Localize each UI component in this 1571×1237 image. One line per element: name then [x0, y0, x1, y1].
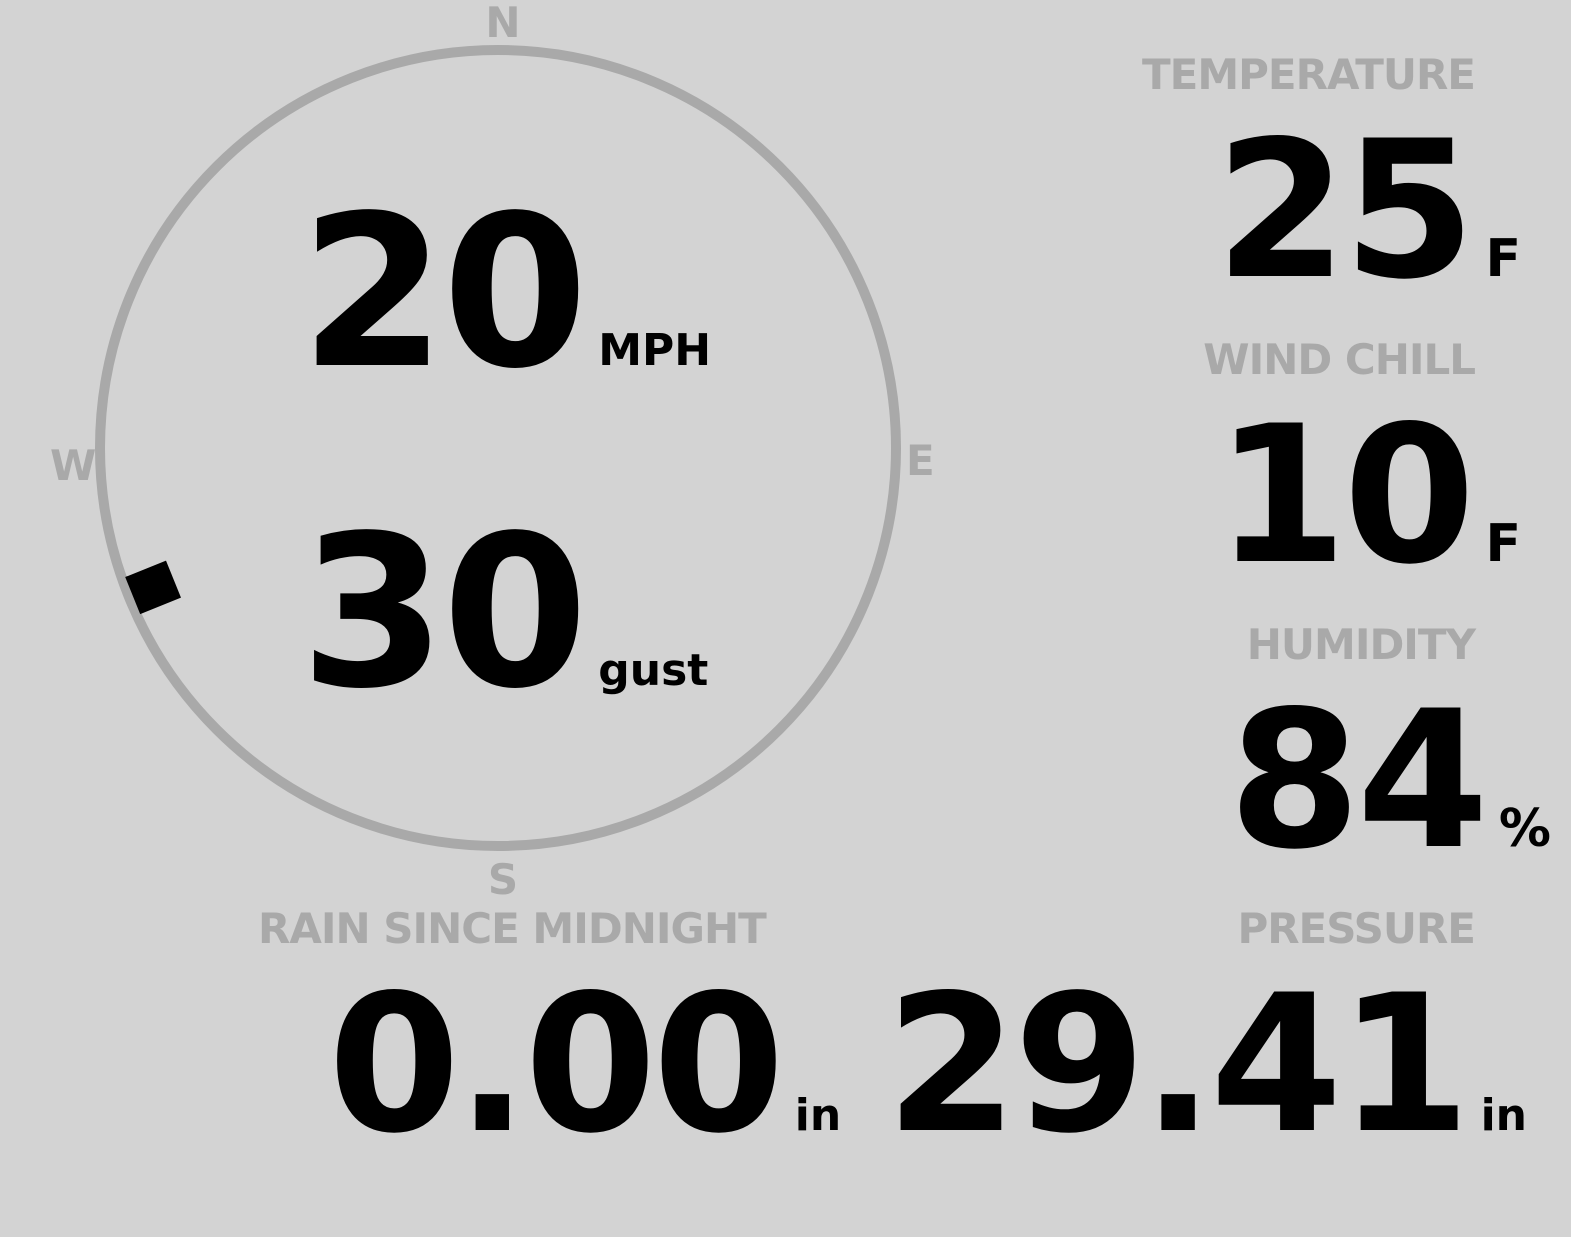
wind-chill-row: 10 F	[1215, 385, 1521, 606]
wind-gust-unit: gust	[598, 645, 709, 696]
wind-speed-value: 20	[300, 170, 588, 415]
humidity-value: 84	[1228, 670, 1488, 891]
pressure-row: 29.41 in	[886, 954, 1527, 1175]
wind-speed-unit: MPH	[598, 325, 712, 376]
pressure-value: 29.41	[885, 954, 1471, 1175]
wind-speed-row: 20 MPH	[300, 170, 711, 415]
rain-value: 0.00	[328, 954, 785, 1175]
rain-label: RAIN SINCE MIDNIGHT	[258, 904, 767, 953]
wind-gust-value: 30	[300, 490, 588, 735]
humidity-row: 84 %	[1228, 670, 1551, 891]
humidity-unit: %	[1498, 799, 1551, 859]
pressure-label: PRESSURE	[1237, 904, 1476, 953]
compass-west: W	[50, 441, 97, 490]
compass-south: S	[487, 855, 519, 904]
compass-east: E	[906, 436, 935, 485]
humidity-label: HUMIDITY	[1246, 620, 1476, 669]
temperature-row: 25 F	[1215, 100, 1521, 321]
compass-ring	[95, 45, 901, 851]
temperature-value: 25	[1215, 100, 1475, 321]
wind-chill-unit: F	[1485, 514, 1521, 574]
wind-gust-row: 30 gust	[300, 490, 708, 735]
temperature-unit: F	[1485, 229, 1521, 289]
wind-chill-label: WIND CHILL	[1203, 335, 1476, 384]
pressure-unit: in	[1480, 1090, 1527, 1141]
wind-chill-value: 10	[1215, 385, 1475, 606]
temperature-label: TEMPERATURE	[1142, 50, 1476, 99]
compass-north: N	[485, 0, 521, 47]
rain-row: 0.00 in	[328, 954, 841, 1175]
wind-direction-marker	[125, 560, 181, 615]
rain-unit: in	[794, 1090, 842, 1141]
